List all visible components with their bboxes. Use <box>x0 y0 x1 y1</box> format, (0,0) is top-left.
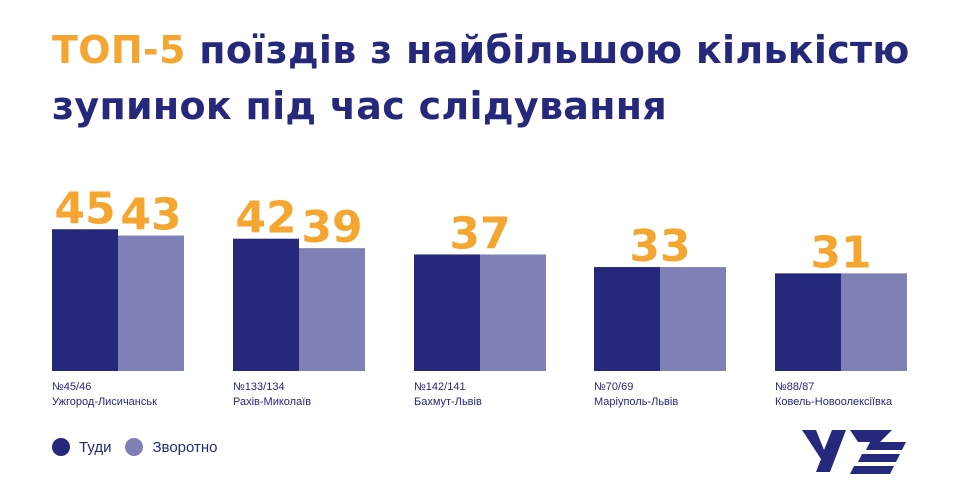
legend-swatch-return <box>125 438 144 456</box>
train-number-label: №133/134 <box>233 381 285 393</box>
value-label-shared: 37 <box>449 208 510 259</box>
train-route-label: Ковель-Новоолексіївка <box>775 396 893 408</box>
bar-forward <box>775 273 841 371</box>
value-label-forward: 42 <box>235 193 296 244</box>
title-line1: поїздів з найбільшою кількістю <box>185 28 910 72</box>
title-line2: зупинок під час слідування <box>52 84 668 128</box>
legend-item-forward: Туди <box>52 438 111 456</box>
value-label-shared: 33 <box>629 221 690 272</box>
train-route-label: Бахмут-Львів <box>414 396 482 408</box>
legend-item-return: Зворотно <box>125 438 218 456</box>
chart-legend: Туди Зворотно <box>52 438 232 456</box>
train-number-label: №45/46 <box>52 381 91 393</box>
train-number-label: №142/141 <box>414 381 466 393</box>
train-route-label: Рахів-Миколаїв <box>233 396 311 408</box>
title-accent: ТОП-5 <box>52 28 186 72</box>
bar-return <box>299 248 365 371</box>
train-number-label: №88/87 <box>775 381 814 393</box>
train-number-label: №70/69 <box>594 381 633 393</box>
train-route-label: Ужгород-Лисичанськ <box>52 396 157 408</box>
bar-forward <box>594 267 660 371</box>
uz-logo-icon <box>802 430 906 474</box>
legend-label-return: Зворотно <box>152 438 218 456</box>
bar-return <box>841 273 907 371</box>
value-label-return: 43 <box>120 190 181 241</box>
bar-return <box>660 267 726 371</box>
bar-forward <box>52 229 118 371</box>
value-label-return: 39 <box>301 202 362 253</box>
legend-swatch-forward <box>52 438 70 456</box>
bar-forward <box>233 238 299 371</box>
value-label-shared: 31 <box>810 227 871 278</box>
train-route-label: Маріуполь-Львів <box>594 396 678 408</box>
bar-return <box>118 235 184 371</box>
legend-label-forward: Туди <box>79 438 112 456</box>
bar-return <box>480 254 546 371</box>
bar-forward <box>414 254 480 371</box>
value-label-forward: 45 <box>54 183 115 234</box>
chart-title: ТОП-5 поїздів з найбільшою кількістю зуп… <box>52 22 932 134</box>
